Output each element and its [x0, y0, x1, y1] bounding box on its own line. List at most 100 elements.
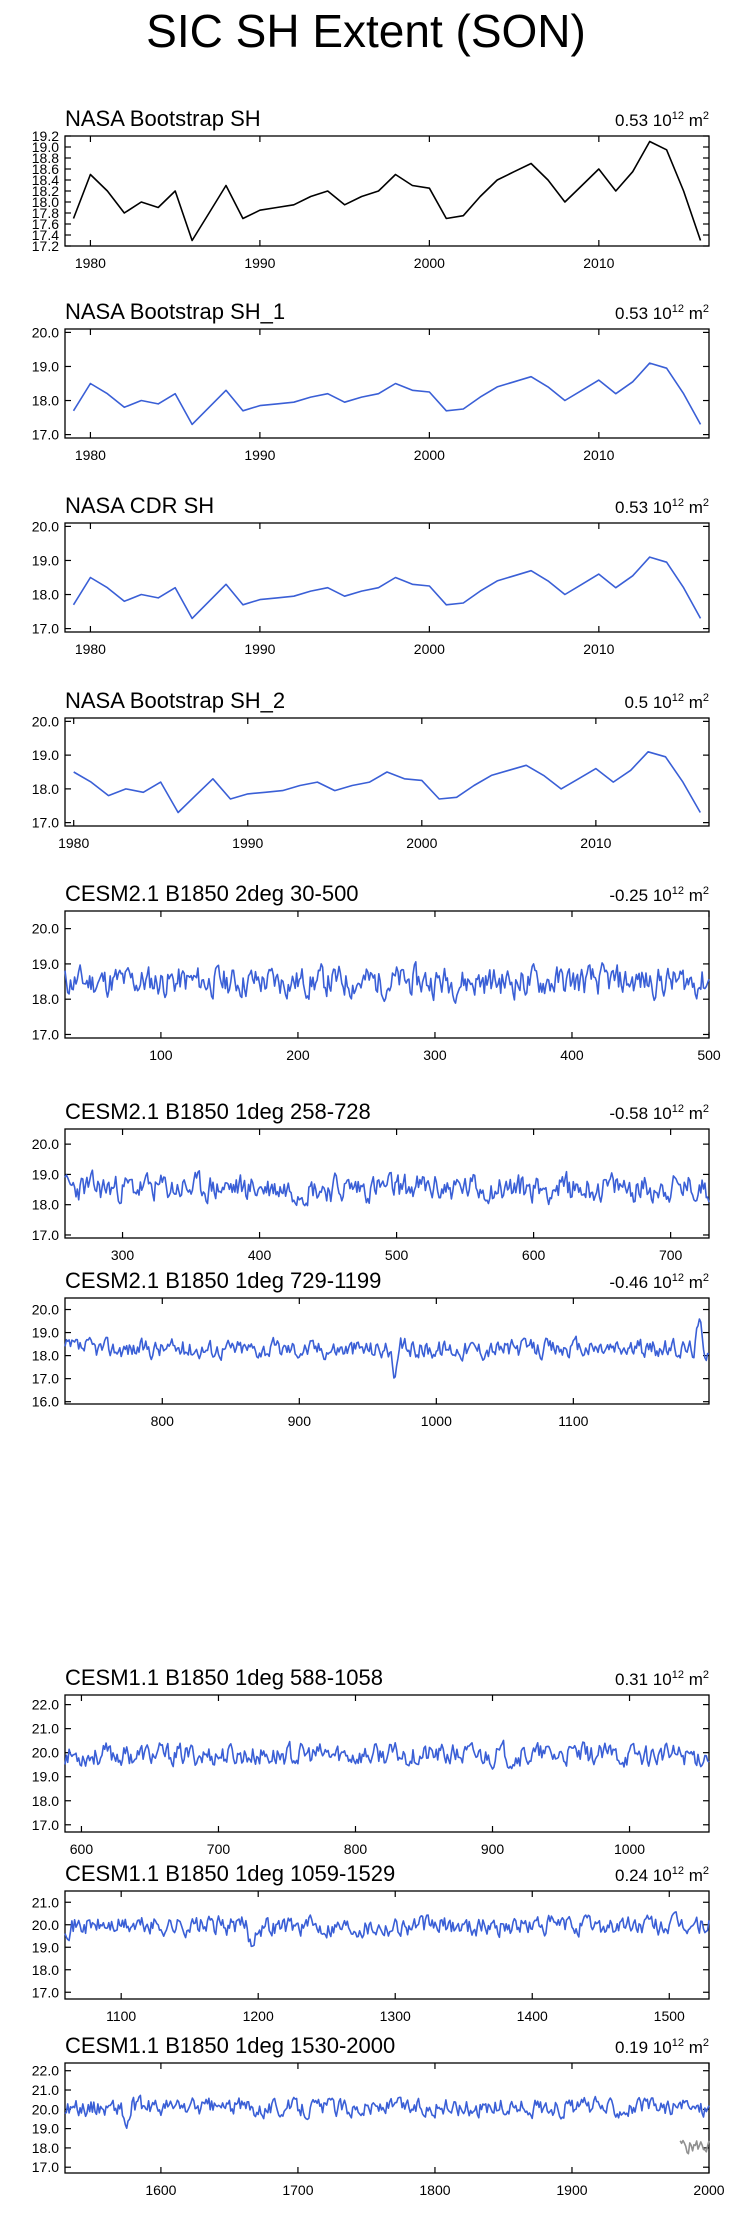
x-tick-label: 1900	[556, 2182, 587, 2198]
y-tick-label: 18.0	[32, 1962, 59, 1978]
x-tick-label: 600	[70, 1841, 94, 1857]
y-tick-label: 19.2	[32, 128, 59, 144]
chart-panel-6: CESM2.1 B1850 1deg 258-728 -0.58 1012 m2 1…	[32, 1099, 710, 1263]
x-tick-label: 1100	[558, 1413, 588, 1429]
plot-frame	[64, 717, 710, 827]
plot-frame	[64, 2062, 710, 2174]
y-tick-label: 20.0	[32, 2101, 59, 2117]
y-tick-label: 17.2	[32, 238, 59, 254]
x-tick-label: 1000	[614, 1841, 645, 1857]
x-tick-label: 1990	[244, 641, 275, 657]
y-tick-label: 20.0	[32, 1745, 59, 1761]
chart-panel-5: CESM2.1 B1850 2deg 30-500 -0.25 1012 m2 17…	[32, 881, 721, 1063]
y-tick-label: 17.0	[32, 1817, 59, 1833]
y-tick-label: 18.0	[32, 781, 59, 797]
x-tick-label: 500	[697, 1047, 721, 1063]
figure-title: SIC SH Extent (SON)	[146, 5, 586, 57]
plot-frame	[64, 1297, 710, 1405]
chart-panel-8: CESM1.1 B1850 1deg 588-1058 0.31 1012 m2 1…	[32, 1665, 710, 1857]
series-line	[64, 1318, 710, 1379]
y-tick-label: 18.0	[32, 393, 59, 409]
y-tick-label: 19.0	[32, 747, 59, 763]
y-tick-label: 17.0	[32, 621, 59, 637]
y-tick-label: 19.0	[32, 1325, 59, 1341]
series-line	[72, 362, 702, 426]
y-tick-label: 19.0	[32, 358, 59, 374]
y-tick-label: 17.4	[32, 227, 59, 243]
trend-value: 0.31 1012 m2	[615, 1669, 709, 1689]
y-tick-label: 17.0	[32, 1371, 59, 1387]
y-tick-label: 17.0	[32, 1227, 59, 1243]
y-tick-label: 21.0	[32, 2082, 59, 2098]
x-tick-label: 100	[149, 1047, 173, 1063]
series-line	[72, 140, 702, 242]
trend-value: 0.53 1012 m2	[615, 303, 709, 323]
panel-title: CESM1.1 B1850 1deg 1059-1529	[65, 1861, 395, 1886]
series-line	[64, 960, 710, 1004]
chart-panel-3: NASA CDR SH 0.53 1012 m2 17.0 18.0 19.0 20.0 1…	[32, 493, 710, 657]
plot-frame	[64, 1128, 710, 1239]
overlay-series-line	[679, 2139, 710, 2155]
trend-value: 0.53 1012 m2	[615, 497, 709, 517]
y-tick-label: 20.0	[32, 1136, 59, 1152]
plot-frame	[64, 135, 710, 247]
y-tick-label: 18.4	[32, 172, 59, 188]
y-tick-label: 19.0	[32, 1769, 59, 1785]
y-tick-label: 22.0	[32, 2063, 59, 2079]
x-tick-label: 1980	[75, 447, 106, 463]
panel-title: NASA CDR SH	[65, 493, 214, 518]
y-tick-label: 21.0	[32, 1894, 59, 1910]
y-tick-label: 20.0	[32, 921, 59, 937]
plot-frame	[64, 910, 710, 1039]
y-tick-label: 18.0	[32, 1348, 59, 1364]
y-tick-label: 19.0	[32, 1166, 59, 1182]
x-tick-label: 400	[560, 1047, 584, 1063]
chart-panel-9: CESM1.1 B1850 1deg 1059-1529 0.24 1012 m2…	[32, 1861, 710, 2024]
x-tick-label: 2010	[580, 835, 611, 851]
x-tick-label: 2000	[406, 835, 437, 851]
series-line	[73, 750, 701, 814]
y-tick-label: 22.0	[32, 1697, 59, 1713]
panel-title: CESM2.1 B1850 1deg 729-1199	[65, 1268, 381, 1293]
trend-value: 0.53 1012 m2	[615, 110, 709, 130]
series-line	[64, 1911, 710, 1948]
series-line	[64, 2094, 710, 2129]
y-tick-label: 19.0	[32, 2121, 59, 2137]
x-tick-label: 1700	[282, 2182, 313, 2198]
y-tick-label: 18.2	[32, 183, 59, 199]
trend-value: -0.58 1012 m2	[609, 1103, 709, 1123]
panel-title: NASA Bootstrap SH	[65, 106, 261, 131]
x-tick-label: 1990	[244, 255, 275, 271]
panel-title: NASA Bootstrap SH_1	[65, 299, 285, 324]
y-tick-label: 20.0	[32, 713, 59, 729]
series-line	[64, 1739, 710, 1770]
x-tick-label: 1980	[75, 641, 106, 657]
y-tick-label: 17.0	[32, 1984, 59, 2000]
plot-frame	[64, 522, 710, 633]
panel-title: CESM1.1 B1850 1deg 588-1058	[65, 1665, 383, 1690]
trend-value: -0.46 1012 m2	[609, 1272, 709, 1292]
x-tick-label: 2010	[583, 447, 614, 463]
trend-value: 0.24 1012 m2	[615, 1865, 709, 1885]
chart-panel-2: NASA Bootstrap SH_1 0.53 1012 m2 17.0 18.0 1…	[32, 299, 710, 463]
x-tick-label: 2000	[414, 255, 445, 271]
y-tick-label: 19.0	[32, 1939, 59, 1955]
panel-title: NASA Bootstrap SH_2	[65, 688, 285, 713]
panel-title: CESM1.1 B1850 1deg 1530-2000	[65, 2033, 395, 2058]
y-tick-label: 16.0	[32, 1394, 59, 1410]
chart-panel-1: NASA Bootstrap SH 0.53 1012 m217.217.417.…	[32, 106, 710, 271]
trend-value: 0.19 1012 m2	[615, 2037, 709, 2057]
x-tick-label: 700	[207, 1841, 231, 1857]
x-tick-label: 1000	[421, 1413, 452, 1429]
x-tick-label: 1980	[75, 255, 106, 271]
x-tick-label: 900	[288, 1413, 312, 1429]
y-tick-label: 19.0	[32, 552, 59, 568]
y-tick-label: 17.0	[32, 427, 59, 443]
x-tick-label: 800	[344, 1841, 368, 1857]
x-tick-label: 2010	[583, 641, 614, 657]
x-tick-label: 800	[151, 1413, 175, 1429]
x-tick-label: 700	[659, 1247, 683, 1263]
y-tick-label: 18.0	[32, 587, 59, 603]
x-tick-label: 1500	[654, 2008, 685, 2024]
